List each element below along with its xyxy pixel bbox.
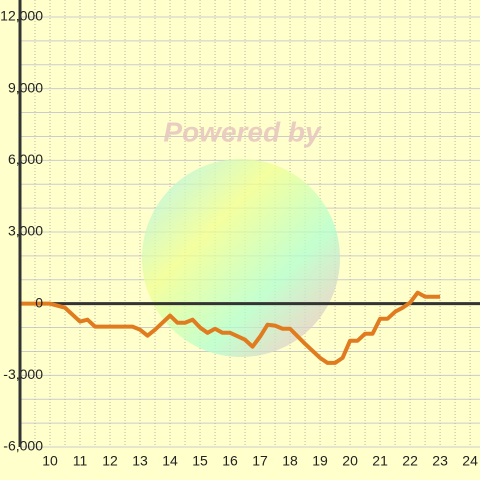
plot	[20, 290, 480, 365]
y-tick-label: -6,000	[3, 438, 43, 454]
x-tick-label: 18	[282, 453, 298, 469]
y-tick-label: 3,000	[8, 223, 43, 239]
x-tick-label: 17	[252, 453, 268, 469]
y-tick-label: 6,000	[8, 151, 43, 167]
watermark-text: Powered by	[163, 116, 322, 147]
y-tick-label: 9,000	[8, 79, 43, 95]
x-tick-label: 16	[222, 453, 238, 469]
y-tick-label: -3,000	[3, 366, 43, 382]
y-tick-label: 12,000	[0, 8, 43, 24]
data-line	[20, 290, 441, 365]
x-tick-label: 13	[132, 453, 148, 469]
x-tick-label: 12	[102, 453, 118, 469]
x-tick-label: 11	[73, 453, 88, 469]
watermark-logo	[142, 159, 340, 357]
x-tick-label: 24	[462, 453, 478, 469]
grid	[20, 0, 480, 448]
x-tick-label: 10	[42, 453, 58, 469]
y-tick-label: 0	[35, 294, 43, 310]
x-tick-label: 23	[432, 453, 448, 469]
x-tick-label: 20	[342, 453, 358, 469]
x-tick-label: 14	[162, 453, 178, 469]
x-tick-label: 22	[402, 453, 418, 469]
x-tick-label: 21	[372, 453, 388, 469]
x-tick-label: 15	[192, 453, 208, 469]
x-tick-label: 19	[312, 453, 328, 469]
